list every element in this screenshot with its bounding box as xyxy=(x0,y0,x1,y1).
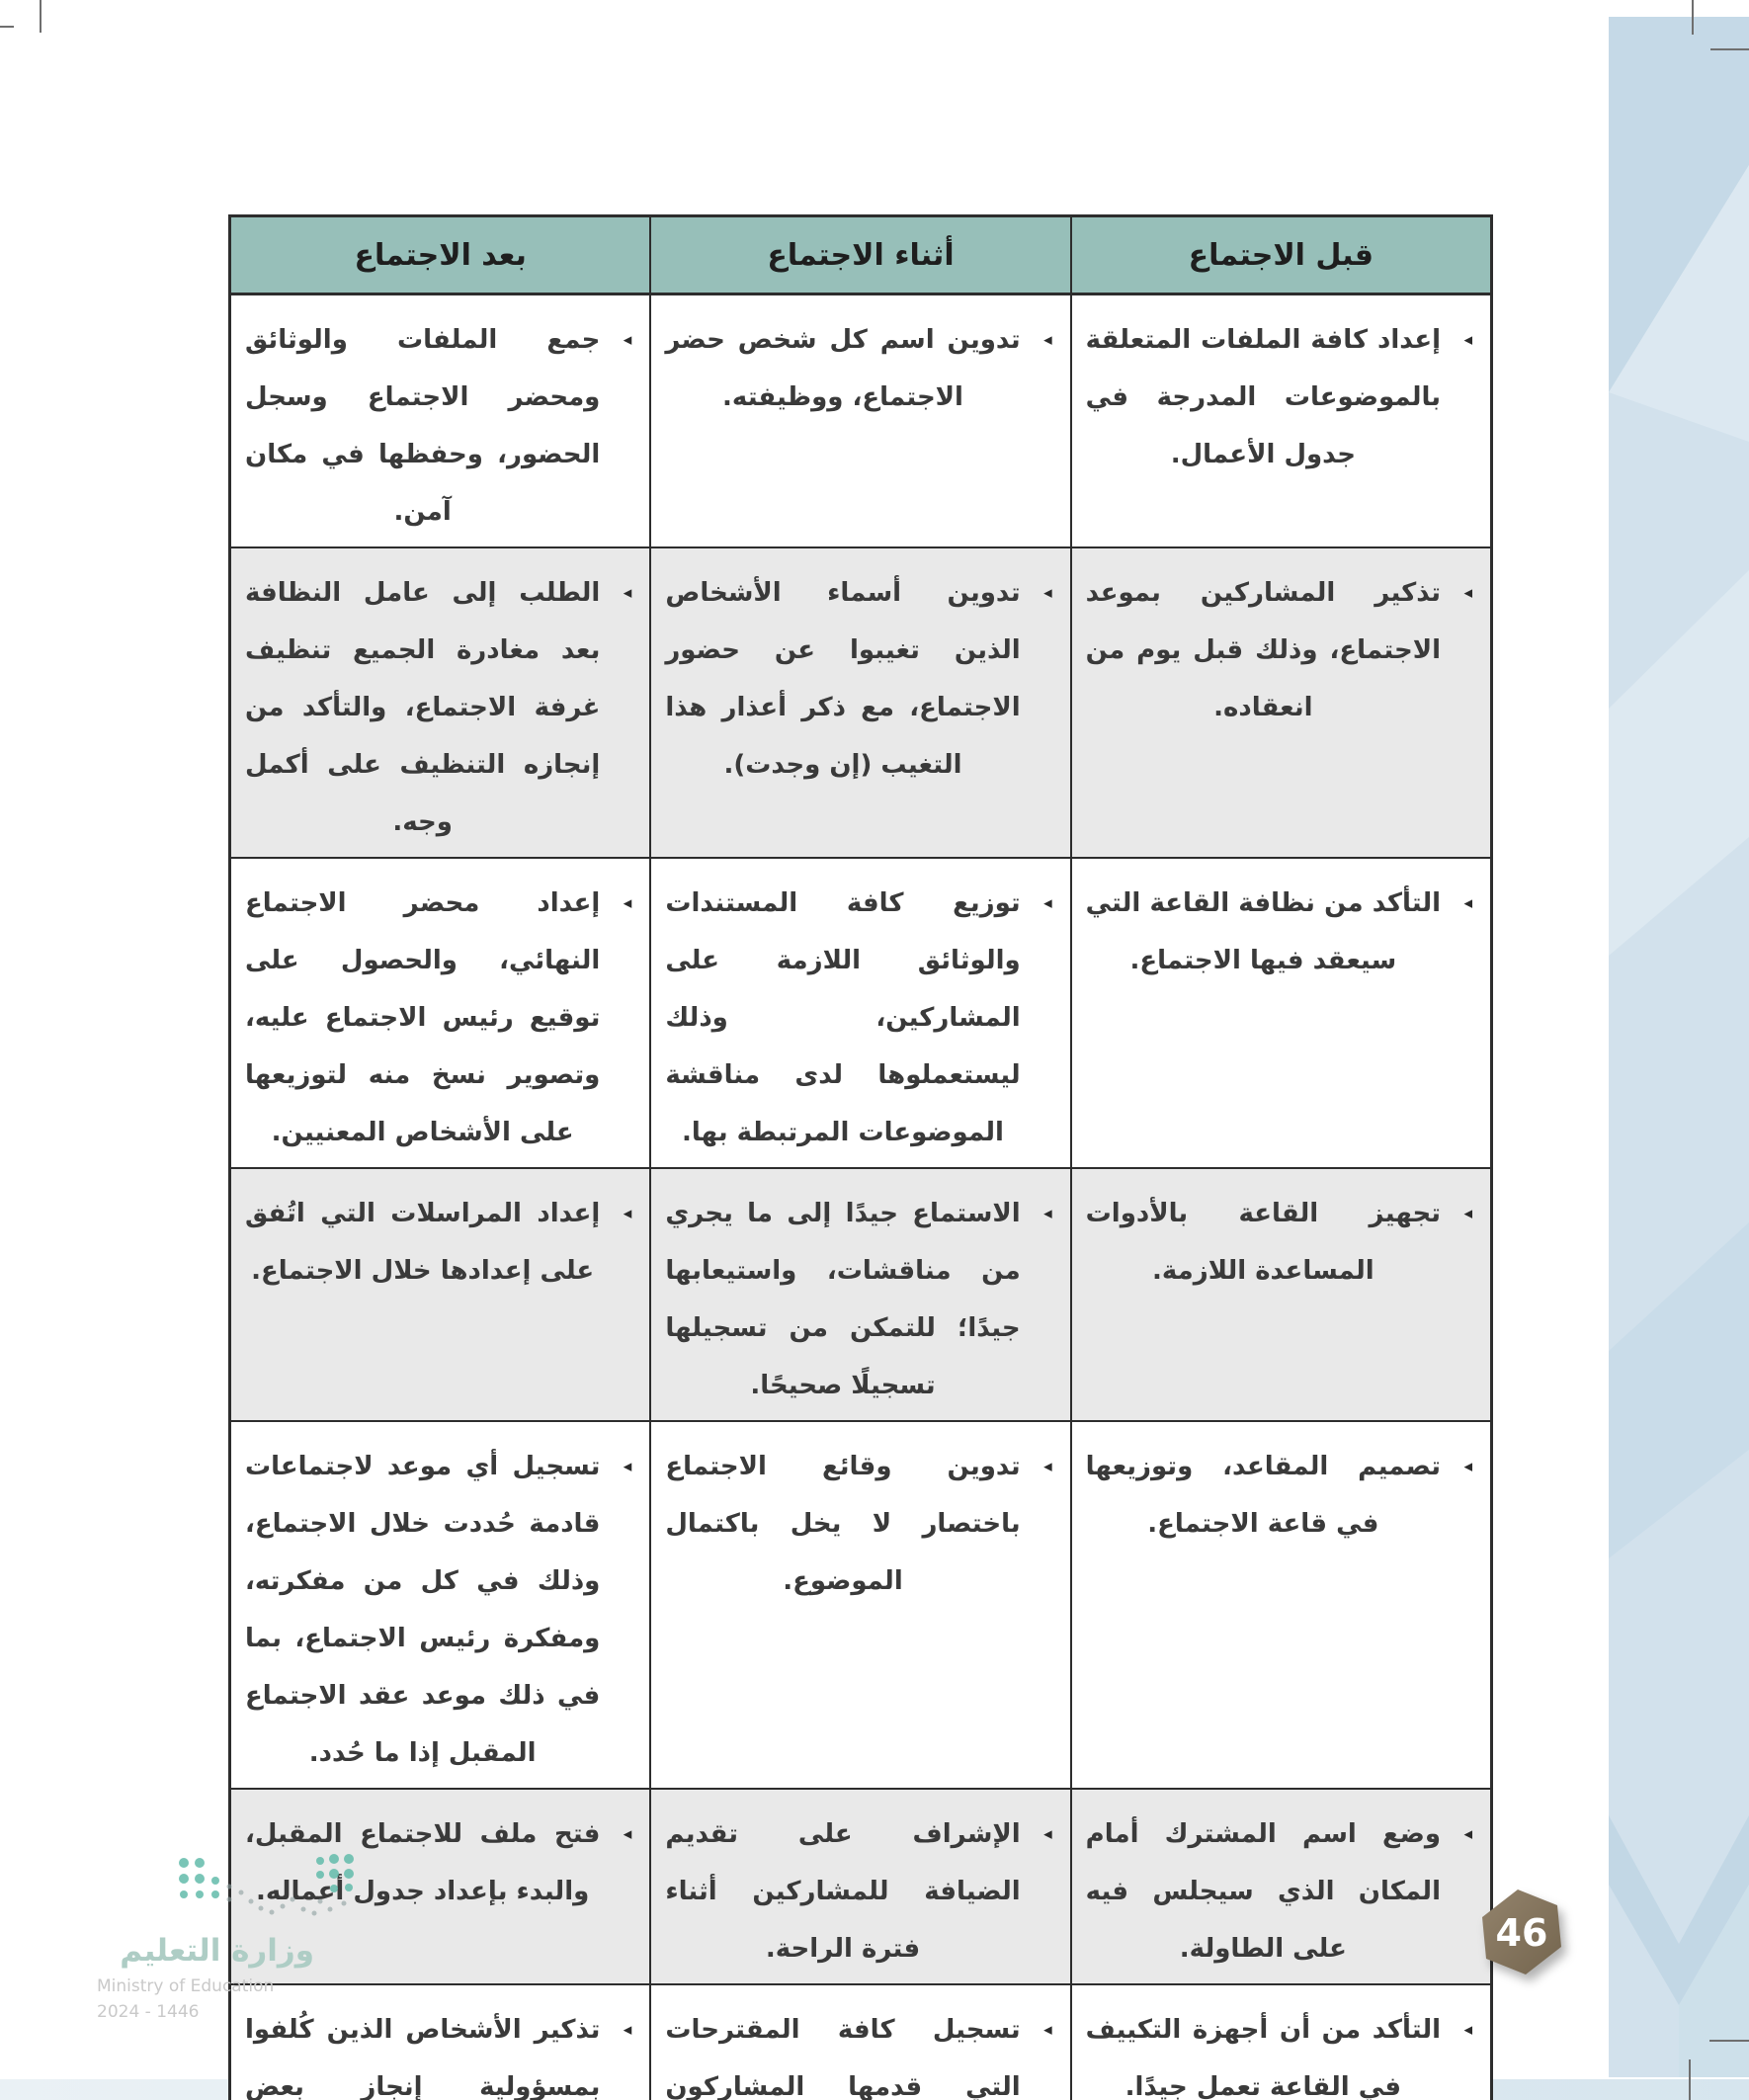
meeting-stages-table: قبل الاجتماع أثناء الاجتماع بعد الاجتماع… xyxy=(228,214,1493,2100)
cell-before-meeting: ◂ التأكد من أن أجهزة التكييف في القاعة تع… xyxy=(1069,1983,1493,2100)
table-row: ◂ تجهيز القاعة بالأدوات المساعدة اللازمة.… xyxy=(228,1167,1493,1422)
bullet-triangle-icon: ◂ xyxy=(623,1457,632,1476)
table-row: ◂ تصميم المقاعد، وتوزيعها في قاعة الاجتما… xyxy=(228,1420,1493,1790)
bullet-triangle-icon: ◂ xyxy=(623,583,632,603)
page-number: 46 xyxy=(1495,1911,1548,1955)
cell-after-meeting: ◂ جمع الملفات والوثائق ومحضر الاجتماع وسج… xyxy=(228,293,652,548)
bullet-triangle-icon: ◂ xyxy=(623,893,632,913)
sidebar-pattern xyxy=(1609,17,1749,2077)
bullet-triangle-icon: ◂ xyxy=(623,1204,632,1223)
bullet-triangle-icon: ◂ xyxy=(1043,1204,1052,1223)
table-row: ◂ إعداد كافة الملفات المتعلقة بالموضوعات … xyxy=(228,293,1493,548)
cell-during-meeting: ◂ تسجيل كافة المقترحات التي قدمها المشارك… xyxy=(649,1983,1072,2100)
cell-before-meeting: ◂ تجهيز القاعة بالأدوات المساعدة اللازمة. xyxy=(1069,1167,1493,1422)
cell-text: التأكد من أن أجهزة التكييف في القاعة تعم… xyxy=(1085,2015,1441,2100)
bullet-triangle-icon: ◂ xyxy=(1043,330,1052,350)
cell-text: فتح ملف للاجتماع المقبل، والبدء بإعداد ج… xyxy=(245,1819,601,1906)
crop-mark xyxy=(1710,48,1749,50)
cell-during-meeting: ◂ الإشراف على تقديم الضيافة للمشاركين أثن… xyxy=(649,1788,1072,1985)
cell-text: إعداد المراسلات التي اتُفق على إعدادها خ… xyxy=(245,1199,601,1286)
bullet-triangle-icon: ◂ xyxy=(1043,1824,1052,1844)
decorative-sidebar xyxy=(1609,17,1749,2077)
bullet-triangle-icon: ◂ xyxy=(1463,330,1472,350)
bullet-triangle-icon: ◂ xyxy=(1043,893,1052,913)
cell-text: تدوين وقائع الاجتماع باختصار لا يخل باكت… xyxy=(665,1452,1021,1596)
bullet-triangle-icon: ◂ xyxy=(1463,1204,1472,1223)
cell-during-meeting: ◂ توزيع كافة المستندات والوثائق اللازمة ع… xyxy=(649,857,1072,1169)
cell-before-meeting: ◂ إعداد كافة الملفات المتعلقة بالموضوعات … xyxy=(1069,293,1493,548)
bullet-triangle-icon: ◂ xyxy=(1463,2020,1472,2040)
cell-text: التأكد من نظافة القاعة التي سيعقد فيها ا… xyxy=(1085,888,1441,975)
cell-during-meeting: ◂ الاستماع جيدًا إلى ما يجري من مناقشات، … xyxy=(649,1167,1072,1422)
cell-during-meeting: ◂ تدوين أسماء الأشخاص الذين تغيبوا عن حضو… xyxy=(649,546,1072,859)
cell-before-meeting: ◂ وضع اسم المشترك أمام المكان الذي سيجلس … xyxy=(1069,1788,1493,1985)
col-header-during-meeting: أثناء الاجتماع xyxy=(649,214,1072,295)
col-header-before-meeting: قبل الاجتماع xyxy=(1069,214,1493,295)
bullet-triangle-icon: ◂ xyxy=(623,2020,632,2040)
crop-mark xyxy=(1692,0,1694,35)
cell-text: الإشراف على تقديم الضيافة للمشاركين أثنا… xyxy=(665,1819,1021,1964)
hexagon-badge-icon xyxy=(1482,1890,1561,1974)
crop-mark xyxy=(1709,2040,1749,2042)
bullet-triangle-icon: ◂ xyxy=(1463,893,1472,913)
crop-mark xyxy=(40,0,42,33)
bullet-triangle-icon: ◂ xyxy=(1463,1457,1472,1476)
cell-before-meeting: ◂ التأكد من نظافة القاعة التي سيعقد فيها … xyxy=(1069,857,1493,1169)
cell-after-meeting: ◂ إعداد المراسلات التي اتُفق على إعدادها … xyxy=(228,1167,652,1422)
cell-after-meeting: ◂ الطلب إلى عامل النظافة بعد مغادرة الجمي… xyxy=(228,546,652,859)
cell-text: تذكير المشاركين بموعد الاجتماع، وذلك قبل… xyxy=(1085,578,1441,722)
page-number-badge: 46 xyxy=(1474,1886,1569,1980)
bullet-triangle-icon: ◂ xyxy=(623,330,632,350)
moe-logo-years-text: 2024 - 1446 xyxy=(97,2002,200,2022)
cell-text: تصميم المقاعد، وتوزيعها في قاعة الاجتماع… xyxy=(1085,1452,1441,1539)
cell-text: وضع اسم المشترك أمام المكان الذي سيجلس ف… xyxy=(1085,1819,1441,1964)
cell-before-meeting: ◂ تذكير المشاركين بموعد الاجتماع، وذلك قب… xyxy=(1069,546,1493,859)
cell-text: تذكير الأشخاص الذين كُلفوا بمسؤولية إنجا… xyxy=(245,2015,601,2100)
col-header-after-meeting: بعد الاجتماع xyxy=(228,214,652,295)
table-row: ◂ تذكير المشاركين بموعد الاجتماع، وذلك قب… xyxy=(228,546,1493,859)
bullet-triangle-icon: ◂ xyxy=(1463,1824,1472,1844)
cell-after-meeting: ◂ تسجيل أي موعد لاجتماعات قادمة حُددت خلا… xyxy=(228,1420,652,1790)
cell-text: تسجيل أي موعد لاجتماعات قادمة حُددت خلال… xyxy=(245,1452,601,1768)
table-row: ◂ التأكد من أن أجهزة التكييف في القاعة تع… xyxy=(228,1983,1493,2100)
crop-mark xyxy=(1689,2059,1691,2100)
moe-logo-english-text: Ministry of Education xyxy=(97,1976,275,1996)
bullet-triangle-icon: ◂ xyxy=(1043,2020,1052,2040)
cell-text: توزيع كافة المستندات والوثائق اللازمة عل… xyxy=(665,888,1021,1147)
cell-text: إعداد كافة الملفات المتعلقة بالموضوعات ا… xyxy=(1085,325,1441,469)
cell-after-meeting: ◂ تذكير الأشخاص الذين كُلفوا بمسؤولية إنج… xyxy=(228,1983,652,2100)
cell-text: الطلب إلى عامل النظافة بعد مغادرة الجميع… xyxy=(245,578,601,837)
cell-text: إعداد محضر الاجتماع النهائي، والحصول على… xyxy=(245,888,601,1147)
bullet-triangle-icon: ◂ xyxy=(1043,1457,1052,1476)
moe-logo-dots-icon xyxy=(179,1854,354,1916)
bullet-triangle-icon: ◂ xyxy=(1463,583,1472,603)
cell-during-meeting: ◂ تدوين وقائع الاجتماع باختصار لا يخل باك… xyxy=(649,1420,1072,1790)
crop-mark xyxy=(0,26,14,28)
moe-logo-arabic-text: وزارة التعليم xyxy=(120,1933,314,1969)
cell-after-meeting: ◂ إعداد محضر الاجتماع النهائي، والحصول عل… xyxy=(228,857,652,1169)
cell-text: الاستماع جيدًا إلى ما يجري من مناقشات، و… xyxy=(665,1199,1021,1400)
ministry-of-education-logo: وزارة التعليم Ministry of Education 2024… xyxy=(97,1933,314,2022)
cell-after-meeting: ◂ فتح ملف للاجتماع المقبل، والبدء بإعداد … xyxy=(228,1788,652,1985)
table-row: ◂ التأكد من نظافة القاعة التي سيعقد فيها … xyxy=(228,857,1493,1169)
cell-text: تدوين اسم كل شخص حضر الاجتماع، ووظيفته. xyxy=(665,325,1021,412)
cell-during-meeting: ◂ تدوين اسم كل شخص حضر الاجتماع، ووظيفته. xyxy=(649,293,1072,548)
table-header-row: قبل الاجتماع أثناء الاجتماع بعد الاجتماع xyxy=(228,214,1493,295)
cell-before-meeting: ◂ تصميم المقاعد، وتوزيعها في قاعة الاجتما… xyxy=(1069,1420,1493,1790)
cell-text: تجهيز القاعة بالأدوات المساعدة اللازمة. xyxy=(1085,1199,1441,1286)
table-row: ◂ وضع اسم المشترك أمام المكان الذي سيجلس … xyxy=(228,1788,1493,1985)
bullet-triangle-icon: ◂ xyxy=(623,1824,632,1844)
cell-text: تسجيل كافة المقترحات التي قدمها المشاركو… xyxy=(665,2015,1021,2100)
cell-text: جمع الملفات والوثائق ومحضر الاجتماع وسجل… xyxy=(245,325,601,527)
bullet-triangle-icon: ◂ xyxy=(1043,583,1052,603)
cell-text: تدوين أسماء الأشخاص الذين تغيبوا عن حضور… xyxy=(665,578,1021,780)
